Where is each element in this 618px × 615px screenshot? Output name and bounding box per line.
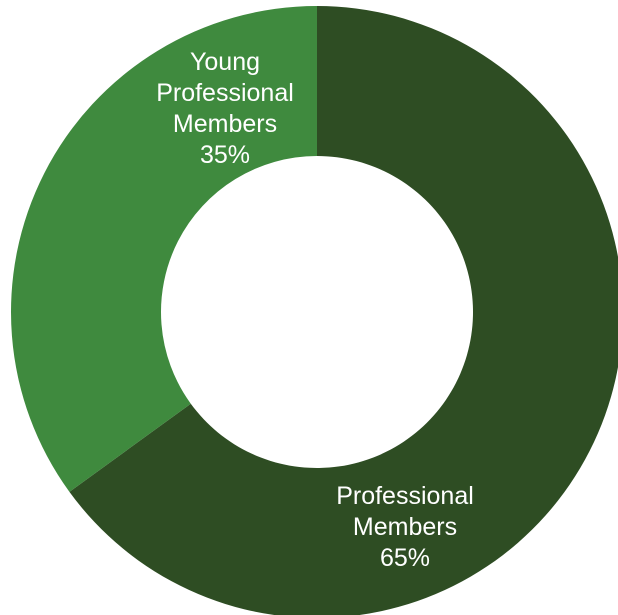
slice-professional-members (69, 6, 618, 615)
slice-value-label: 35% (200, 141, 250, 169)
slice-label-professional-members: Professional Members 65% (336, 482, 474, 572)
labels-layer: Professional Members 65% Young Professional M… (156, 48, 474, 572)
slice-young-professional-members (11, 6, 317, 492)
slice-label-line: Professional (156, 79, 294, 107)
slice-label-line: Members (353, 513, 457, 541)
slice-label-line: Young (190, 48, 260, 76)
slices-layer (11, 6, 618, 615)
slice-label-line: Professional (336, 482, 474, 510)
slice-value-label: 65% (380, 544, 430, 572)
slice-label-line: Members (173, 110, 277, 138)
slice-label-young-professional-members: Young Professional Members 35% (156, 48, 294, 169)
